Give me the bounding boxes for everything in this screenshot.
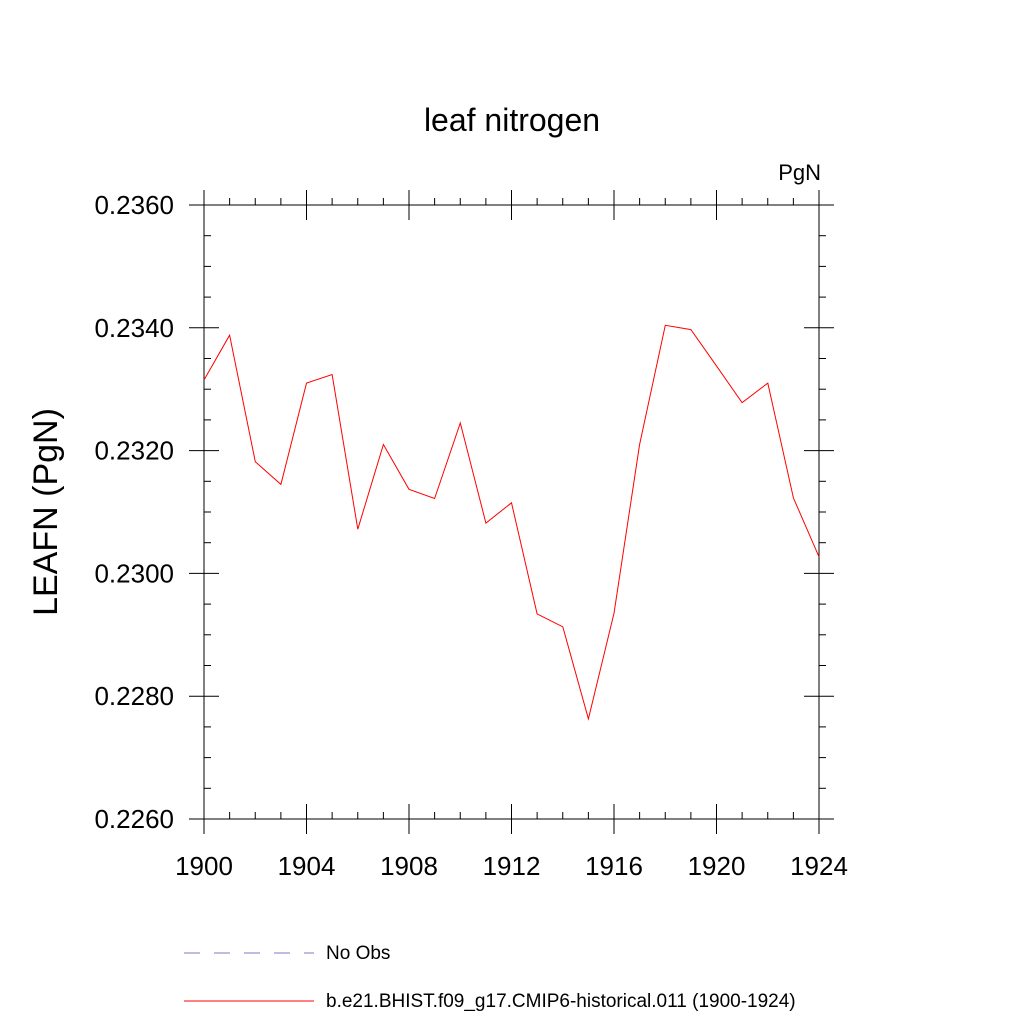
- chart-title: leaf nitrogen: [424, 102, 600, 138]
- x-tick-label: 1912: [483, 851, 541, 881]
- legend-label-no-obs: No Obs: [326, 943, 390, 964]
- y-tick-label: 0.2340: [94, 313, 174, 343]
- y-tick-label: 0.2360: [94, 190, 174, 220]
- y-tick-label: 0.2280: [94, 681, 174, 711]
- x-tick-label: 1916: [585, 851, 643, 881]
- units-label: PgN: [778, 160, 821, 185]
- x-tick-label: 1904: [278, 851, 336, 881]
- legend: No Obs b.e21.BHIST.f09_g17.CMIP6-histori…: [184, 943, 796, 1012]
- y-axis-label: LEAFN (PgN): [27, 408, 65, 616]
- legend-label-model: b.e21.BHIST.f09_g17.CMIP6-historical.011…: [326, 991, 796, 1012]
- y-tick-label: 0.2300: [94, 558, 174, 588]
- x-tick-label: 1920: [688, 851, 746, 881]
- x-tick-label: 1924: [790, 851, 848, 881]
- x-tick-label: 1908: [380, 851, 438, 881]
- y-minor-ticks: [204, 235, 826, 789]
- x-minor-ticks: [229, 198, 794, 819]
- y-major-ticks: [189, 204, 834, 820]
- y-tick-labels: 0.2260 0.2280 0.2300 0.2320 0.2340 0.2360: [94, 190, 174, 834]
- series-line: [203, 324, 820, 721]
- x-major-ticks: [203, 190, 820, 834]
- plot-frame: [203, 204, 820, 820]
- y-tick-label: 0.2320: [94, 436, 174, 466]
- x-tick-labels: 1900 1904 1908 1912 1916 1920 1924: [175, 851, 848, 881]
- x-tick-label: 1900: [175, 851, 233, 881]
- y-tick-label: 0.2260: [94, 804, 174, 834]
